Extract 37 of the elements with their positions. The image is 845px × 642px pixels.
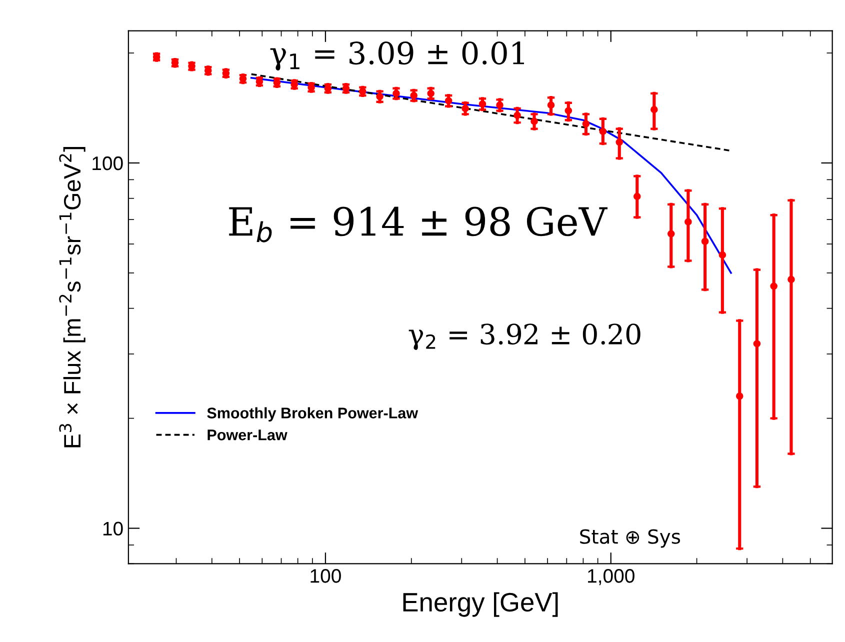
point bbox=[718, 251, 726, 259]
point bbox=[410, 92, 418, 100]
annotation: Stat ⊕ Sys bbox=[580, 529, 680, 548]
point bbox=[599, 128, 607, 136]
point bbox=[444, 97, 452, 104]
text: E$^{3}$ × Flux [m$^{−2}$s$^{−1}$sr$^{−1}$GeV$^{2}$] bbox=[59, 147, 86, 448]
point bbox=[392, 90, 400, 98]
point bbox=[684, 218, 692, 226]
point bbox=[701, 238, 709, 246]
point bbox=[667, 230, 675, 238]
annotation: E$_{b}$ = 914 ± 98 GeV bbox=[229, 206, 608, 242]
point bbox=[633, 192, 641, 200]
legend-label: Smoothly Broken Power-Law bbox=[207, 407, 418, 422]
point bbox=[547, 101, 555, 109]
x-tick-label: 1,000 bbox=[588, 569, 634, 586]
y-tick-label: 10 bbox=[103, 522, 123, 536]
point bbox=[616, 138, 624, 146]
point bbox=[478, 100, 486, 108]
point bbox=[462, 104, 469, 112]
point bbox=[770, 282, 778, 290]
point bbox=[239, 75, 247, 82]
x-axis-title: Energy [GeV] bbox=[403, 592, 558, 617]
annotation: γ$_{2}$ = 3.92 ± 0.20 bbox=[408, 324, 640, 350]
point bbox=[650, 106, 658, 114]
legend-label: Power-Law bbox=[208, 430, 288, 440]
point bbox=[564, 107, 572, 114]
point bbox=[496, 101, 504, 109]
point bbox=[324, 84, 332, 92]
point bbox=[514, 112, 521, 119]
point bbox=[736, 392, 744, 400]
point bbox=[788, 276, 795, 284]
point bbox=[582, 120, 590, 128]
point bbox=[753, 340, 761, 348]
point bbox=[530, 118, 538, 125]
annotation: γ$_{1}$ = 3.09 ± 0.01 bbox=[270, 41, 524, 71]
point bbox=[427, 90, 434, 98]
point bbox=[376, 92, 384, 100]
